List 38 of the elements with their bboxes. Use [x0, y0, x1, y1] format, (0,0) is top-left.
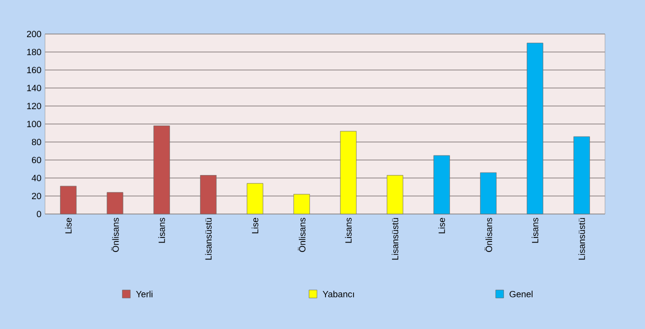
bar [200, 175, 217, 214]
x-tick-label: Önlisans [484, 218, 492, 252]
bar [480, 172, 497, 214]
y-tick-label: 160 [27, 66, 42, 74]
y-tick-label: 80 [32, 138, 42, 146]
y-tick-label: 140 [27, 84, 42, 92]
x-tick-label: Lisans [345, 218, 352, 243]
y-tick-label: 120 [27, 102, 42, 110]
bar [60, 186, 77, 214]
x-tick-label: Önlisans [111, 218, 119, 252]
x-tick-label: Lise [438, 218, 445, 234]
bar [293, 194, 310, 214]
x-tick-label: Lisans [532, 218, 538, 243]
bar [573, 136, 590, 214]
legend-label: Genel [510, 290, 533, 298]
bar [246, 183, 264, 214]
bar [386, 175, 404, 214]
bar [153, 126, 170, 214]
y-tick-label: 100 [27, 120, 42, 128]
x-tick-label: Lisansüstü [392, 218, 398, 260]
x-tick-label: Lisansüstü [205, 218, 212, 260]
bar [526, 42, 544, 214]
y-tick-label: 20 [32, 192, 42, 200]
y-tick-label: 60 [32, 156, 42, 164]
x-tick-label: Lise [252, 218, 258, 234]
legend-label: Yerli [136, 290, 152, 298]
x-tick-label: Lise [65, 218, 72, 234]
bar [340, 131, 357, 214]
y-tick-label: 40 [32, 174, 42, 182]
x-tick-label: Önlisans [298, 218, 306, 252]
y-tick-label: 0 [36, 210, 42, 218]
bar [433, 155, 450, 214]
x-tick-label: Lisans [158, 218, 165, 243]
legend-label: Yabancı [322, 290, 354, 298]
y-tick-label: 200 [26, 30, 42, 38]
y-tick-label: 180 [27, 48, 42, 56]
bar [106, 192, 124, 214]
x-tick-label: Lisansüstü [578, 218, 585, 260]
